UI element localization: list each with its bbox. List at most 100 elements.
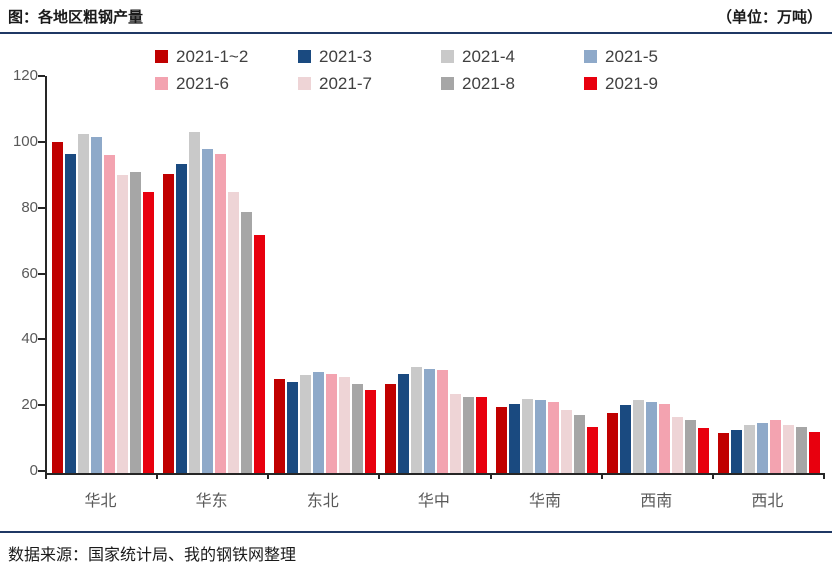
bar-东北-2021-9 (364, 390, 376, 473)
legend-label: 2021-6 (176, 74, 229, 93)
x-axis-tick (600, 473, 603, 479)
legend-label: 2021-4 (462, 47, 515, 66)
legend-swatch (298, 50, 311, 63)
unit-label: （单位：万吨） (716, 9, 822, 26)
bar-华南-2021-4 (522, 398, 534, 473)
legend-item-2021-4: 2021-4 (441, 47, 584, 66)
legend-label: 2021-1~2 (176, 47, 249, 66)
bar-华北-2021-4 (77, 133, 89, 473)
bar-华北-2021-9 (142, 191, 154, 473)
bar-西北-2021-1~2 (718, 433, 730, 473)
bar-东北-2021-6 (325, 373, 337, 473)
legend-item-2021-6: 2021-6 (155, 74, 298, 93)
bar-西南-2021-8 (685, 420, 697, 473)
legend-swatch (298, 77, 311, 90)
x-axis-label-华中: 华中 (417, 493, 450, 510)
chart-title: 图：各地区粗钢产量 (8, 9, 144, 26)
bar-华中-2021-1~2 (384, 383, 396, 473)
bar-东北-2021-1~2 (273, 378, 285, 473)
y-axis-tick (38, 470, 45, 472)
legend-item-2021-5: 2021-5 (584, 47, 727, 66)
legend-swatch (441, 77, 454, 90)
x-axis-label-华南: 华南 (529, 493, 562, 510)
bar-group-华中 (380, 76, 491, 473)
x-axis-tick (489, 473, 492, 479)
bar-华北-2021-5 (90, 137, 102, 473)
bar-华南-2021-1~2 (496, 406, 508, 473)
x-axis-tick (378, 473, 381, 479)
bar-华南-2021-6 (548, 401, 560, 473)
x-axis-tick (45, 473, 47, 479)
bar-group-华东 (158, 76, 269, 473)
bar-华北-2021-8 (129, 171, 141, 473)
legend-item-2021-7: 2021-7 (298, 74, 441, 93)
y-axis-label: 0 (29, 462, 38, 479)
x-axis-label-西南: 西南 (640, 493, 673, 510)
legend-label: 2021-5 (605, 47, 658, 66)
y-axis-label: 40 (21, 330, 38, 348)
bar-东北-2021-7 (338, 377, 350, 473)
legend-item-2021-1~2: 2021-1~2 (155, 47, 298, 66)
bar-华东-2021-8 (240, 211, 252, 473)
bar-华北-2021-7 (116, 175, 128, 473)
y-axis-label: 100 (12, 132, 38, 150)
bar-华东-2021-7 (227, 191, 239, 473)
x-axis-tick (711, 473, 714, 479)
bar-华南-2021-9 (587, 426, 599, 473)
bar-西南-2021-4 (633, 400, 645, 473)
x-axis-tick (156, 473, 159, 479)
y-axis-tick (38, 338, 45, 341)
bar-西北-2021-8 (796, 426, 808, 473)
legend-label: 2021-9 (605, 74, 658, 93)
bottom-divider (0, 531, 832, 533)
x-axis-label-华东: 华东 (195, 493, 228, 510)
legend-label: 2021-3 (319, 47, 372, 66)
bar-华东-2021-5 (201, 148, 213, 473)
bar-西北-2021-5 (757, 423, 769, 473)
bar-华东-2021-1~2 (162, 173, 174, 473)
bar-西南-2021-9 (698, 428, 710, 473)
bar-group-西南 (603, 76, 714, 473)
y-axis-tick (38, 206, 45, 209)
bar-东北-2021-8 (351, 383, 363, 473)
x-axis-tick (267, 473, 270, 479)
y-axis-tick (38, 404, 45, 407)
legend-item-2021-8: 2021-8 (441, 74, 584, 93)
x-axis-label-华北: 华北 (84, 493, 117, 510)
bar-华北-2021-6 (103, 155, 115, 473)
x-axis-label-西北: 西北 (751, 493, 784, 510)
bar-华中-2021-7 (449, 393, 461, 473)
bar-华东-2021-6 (214, 153, 226, 473)
chart-header: 图：各地区粗钢产量 （单位：万吨） (8, 6, 822, 27)
legend-swatch (441, 50, 454, 63)
y-axis-tick (38, 140, 45, 143)
bar-group-华北 (47, 76, 158, 473)
data-source: 数据来源：国家统计局、我的钢铁网整理 (8, 547, 297, 564)
bar-华东-2021-9 (253, 234, 265, 473)
bar-group-东北 (269, 76, 380, 473)
bar-华南-2021-3 (509, 403, 521, 473)
bar-西北-2021-3 (731, 430, 743, 473)
y-axis-tick (38, 75, 45, 77)
plot-area (45, 76, 825, 475)
bar-华中-2021-8 (462, 396, 474, 473)
bar-华中-2021-9 (475, 396, 487, 473)
y-axis-label: 80 (21, 198, 38, 216)
bar-华东-2021-3 (175, 163, 187, 473)
bar-group-西北 (714, 76, 825, 473)
bar-华北-2021-1~2 (51, 142, 63, 473)
bar-华北-2021-3 (64, 153, 76, 473)
bar-华南-2021-5 (535, 400, 547, 473)
bar-西北-2021-9 (809, 431, 821, 473)
chart-legend: 2021-1~2 2021-3 2021-4 2021-5 2021-6 2021-7 20… (155, 47, 727, 93)
bar-西南-2021-7 (672, 416, 684, 473)
x-axis-label-东北: 东北 (306, 493, 339, 510)
legend-label: 2021-8 (462, 74, 515, 93)
bar-西北-2021-6 (770, 420, 782, 473)
bar-西北-2021-4 (744, 425, 756, 473)
legend-swatch (155, 77, 168, 90)
bar-东北-2021-5 (312, 372, 324, 473)
y-axis-label: 60 (21, 264, 38, 282)
bar-西南-2021-5 (646, 401, 658, 473)
